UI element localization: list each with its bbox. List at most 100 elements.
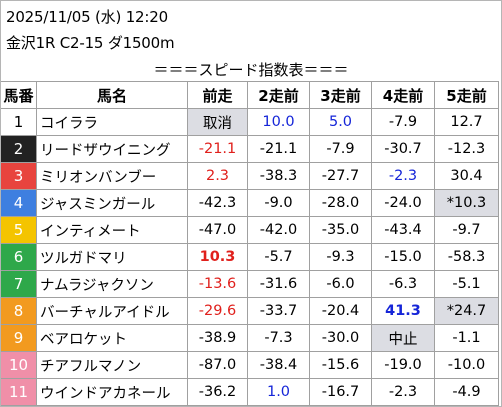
horse-number-badge: 1: [0, 108, 37, 136]
table-row: 4 ジャスミンガール -42.3 -9.0 -28.0 -24.0 *10.3: [0, 189, 499, 217]
speed-index-2-races-ago: -5.7: [247, 243, 310, 271]
speed-index-last-race: -21.1: [187, 135, 248, 163]
speed-index-4-races-ago: -6.3: [371, 270, 435, 298]
speed-index-2-races-ago: -38.4: [247, 351, 310, 379]
speed-index-5-races-ago: -1.1: [434, 324, 499, 352]
horse-number-badge: 4: [0, 189, 37, 217]
speed-index-3-races-ago: -30.0: [309, 324, 372, 352]
speed-index-5-races-ago: 30.4: [434, 162, 499, 190]
race-header: 2025/11/05 (水) 12:20 金沢1R C2-15 ダ1500m ＝…: [0, 0, 502, 82]
horse-number-badge: 11: [0, 378, 37, 406]
speed-index-4-races-ago: 41.3: [371, 297, 435, 325]
table-row: 10 チアフルマノン -87.0 -38.4 -15.6 -19.0 -10.0: [0, 351, 499, 379]
speed-index-3-races-ago: -6.0: [309, 270, 372, 298]
speed-index-4-races-ago: -43.4: [371, 216, 435, 244]
horse-name: チアフルマノン: [36, 351, 188, 379]
speed-index-3-races-ago: -35.0: [309, 216, 372, 244]
horse-number-badge: 5: [0, 216, 37, 244]
speed-index-last-race: -47.0: [187, 216, 248, 244]
race-datetime: 2025/11/05 (水) 12:20: [6, 8, 168, 26]
speed-index-4-races-ago: -19.0: [371, 351, 435, 379]
speed-index-4-races-ago: -2.3: [371, 378, 435, 406]
speed-index-5-races-ago: -12.3: [434, 135, 499, 163]
horse-number-badge: 6: [0, 243, 37, 271]
col-header-3-races-ago: 3走前: [309, 81, 372, 109]
speed-index-5-races-ago: *10.3: [434, 189, 499, 217]
speed-index-2-races-ago: 1.0: [247, 378, 310, 406]
col-header-5-races-ago: 5走前: [434, 81, 499, 109]
speed-index-table: 馬番 馬名 前走 2走前 3走前 4走前 5走前 1 コイララ 取消 10.0 5.0-…: [0, 81, 499, 406]
speed-index-4-races-ago: -24.0: [371, 189, 435, 217]
table-row: 5 インティメート -47.0 -42.0 -35.0 -43.4 -9.7: [0, 216, 499, 244]
horse-name: ツルガドマリ: [36, 243, 188, 271]
speed-index-5-races-ago: -4.9: [434, 378, 499, 406]
col-header-2-races-ago: 2走前: [247, 81, 310, 109]
speed-index-3-races-ago: -15.6: [309, 351, 372, 379]
table-row: 7 ナムラジャクソン -13.6 -31.6 -6.0 -6.3 -5.1: [0, 270, 499, 298]
speed-index-last-race: -36.2: [187, 378, 248, 406]
speed-index-4-races-ago: -15.0: [371, 243, 435, 271]
speed-index-last-race: -29.6: [187, 297, 248, 325]
speed-index-4-races-ago: -7.9: [371, 108, 435, 136]
speed-index-5-races-ago: -58.3: [434, 243, 499, 271]
speed-index-3-races-ago: -20.4: [309, 297, 372, 325]
table-title: ＝＝＝スピード指数表＝＝＝: [153, 61, 349, 79]
speed-index-2-races-ago: -31.6: [247, 270, 310, 298]
speed-index-last-race: 2.3: [187, 162, 248, 190]
col-header-last-race: 前走: [187, 81, 248, 109]
table-row: 2 リードザウイニング -21.1 -21.1 -7.9 -30.7 -12.3: [0, 135, 499, 163]
speed-index-last-race: -13.6: [187, 270, 248, 298]
table-row: 9 ベアロケット -38.9 -7.3 -30.0 中止 -1.1: [0, 324, 499, 352]
speed-index-5-races-ago: -5.1: [434, 270, 499, 298]
speed-index-last-race: 取消: [187, 108, 248, 136]
horse-name: コイララ: [36, 108, 188, 136]
speed-index-4-races-ago: 中止: [371, 324, 435, 352]
speed-index-last-race: -42.3: [187, 189, 248, 217]
col-header-number: 馬番: [0, 81, 37, 109]
speed-index-5-races-ago: *24.7: [434, 297, 499, 325]
table-row: 3 ミリオンバンブー 2.3 -38.3 -27.7 -2.3 30.4: [0, 162, 499, 190]
horse-number-badge: 3: [0, 162, 37, 190]
horse-name: バーチャルアイドル: [36, 297, 188, 325]
table-header-row: 馬番 馬名 前走 2走前 3走前 4走前 5走前: [0, 81, 499, 109]
horse-name: ナムラジャクソン: [36, 270, 188, 298]
horse-name: ジャスミンガール: [36, 189, 188, 217]
horse-name: ベアロケット: [36, 324, 188, 352]
table-row: 6 ツルガドマリ 10.3 -5.7 -9.3 -15.0 -58.3: [0, 243, 499, 271]
horse-number-badge: 8: [0, 297, 37, 325]
col-header-horse-name: 馬名: [36, 81, 188, 109]
speed-index-last-race: -87.0: [187, 351, 248, 379]
race-info: 金沢1R C2-15 ダ1500m: [6, 34, 175, 52]
table-row: 8 バーチャルアイドル -29.6 -33.7 -20.4 41.3 *24.7: [0, 297, 499, 325]
speed-index-3-races-ago: -28.0: [309, 189, 372, 217]
speed-index-last-race: -38.9: [187, 324, 248, 352]
speed-index-2-races-ago: 10.0: [247, 108, 310, 136]
speed-index-3-races-ago: 5.0: [309, 108, 372, 136]
speed-index-last-race: 10.3: [187, 243, 248, 271]
speed-index-5-races-ago: -10.0: [434, 351, 499, 379]
horse-number-badge: 9: [0, 324, 37, 352]
speed-index-2-races-ago: -7.3: [247, 324, 310, 352]
speed-index-2-races-ago: -21.1: [247, 135, 310, 163]
speed-index-3-races-ago: -7.9: [309, 135, 372, 163]
speed-index-3-races-ago: -27.7: [309, 162, 372, 190]
horse-name: ミリオンバンブー: [36, 162, 188, 190]
speed-index-3-races-ago: -16.7: [309, 378, 372, 406]
speed-index-5-races-ago: 12.7: [434, 108, 499, 136]
horse-name: リードザウイニング: [36, 135, 188, 163]
speed-index-2-races-ago: -33.7: [247, 297, 310, 325]
horse-number-badge: 7: [0, 270, 37, 298]
horse-number-badge: 2: [0, 135, 37, 163]
horse-name: インティメート: [36, 216, 188, 244]
speed-index-4-races-ago: -30.7: [371, 135, 435, 163]
col-header-4-races-ago: 4走前: [371, 81, 435, 109]
table-row: 1 コイララ 取消 10.0 5.0 -7.9 12.7: [0, 108, 499, 136]
horse-number-badge: 10: [0, 351, 37, 379]
horse-name: ウインドアカネール: [36, 378, 188, 406]
speed-index-4-races-ago: -2.3: [371, 162, 435, 190]
speed-index-5-races-ago: -9.7: [434, 216, 499, 244]
table-row: 11 ウインドアカネール -36.2 1.0 -16.7 -2.3 -4.9: [0, 378, 499, 406]
speed-index-3-races-ago: -9.3: [309, 243, 372, 271]
speed-index-2-races-ago: -9.0: [247, 189, 310, 217]
speed-index-2-races-ago: -38.3: [247, 162, 310, 190]
